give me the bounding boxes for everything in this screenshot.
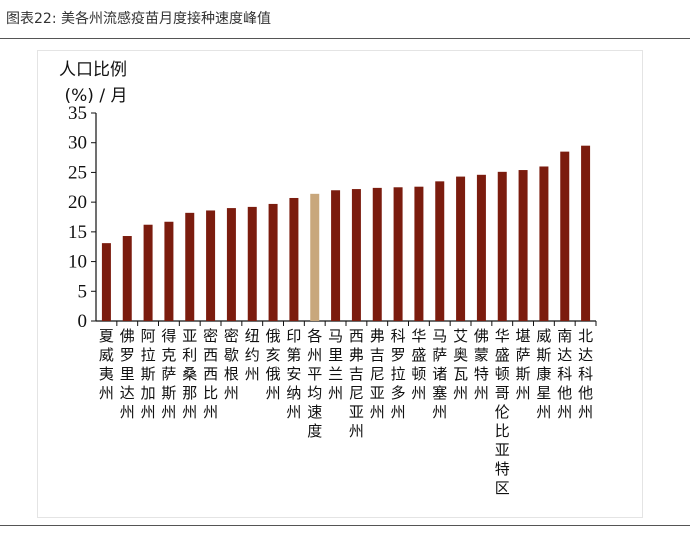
y-tick-label: 30	[68, 133, 87, 154]
y-tick-label: 35	[68, 103, 87, 124]
bar	[497, 171, 507, 321]
x-tick-label: 北达科他州	[578, 327, 593, 421]
figure-title: 图表22: 美各州流感疫苗月度接种速度峰值	[6, 11, 271, 27]
x-tick-label: 佛罗里达州	[120, 327, 135, 421]
x-tick-label: 夏威夷州	[99, 327, 114, 402]
x-tick-label: 马萨诸塞州	[432, 327, 447, 421]
x-tick-label: 各州平均速度	[307, 327, 322, 440]
x-tick-label: 马里兰州	[328, 327, 343, 402]
x-tick-label: 华盛顿州	[411, 327, 426, 402]
x-tick-label: 俄亥俄州	[266, 327, 281, 402]
x-tick-label: 南达科他州	[557, 327, 572, 421]
x-tick-label: 科罗拉多州	[391, 327, 406, 421]
y-tick-label: 10	[68, 252, 87, 273]
bar	[164, 221, 174, 321]
x-tick-label: 堪萨斯州	[516, 327, 531, 402]
bar	[560, 151, 570, 321]
bar	[456, 176, 466, 321]
x-tick-label: 密西西比州	[203, 327, 218, 421]
bar	[476, 174, 486, 321]
bar	[393, 187, 403, 321]
x-tick-label: 得克萨斯州	[161, 327, 176, 421]
x-tick-label: 艾奥瓦州	[453, 327, 468, 402]
bar	[435, 181, 445, 321]
x-tick-label: 阿拉斯加州	[141, 327, 156, 421]
x-tick-label: 印第安纳州	[286, 327, 301, 421]
x-tick-label: 西弗吉尼亚州	[349, 327, 364, 440]
bar	[372, 187, 382, 321]
y-tick-label: 15	[68, 222, 87, 243]
x-tick-label: 亚利桑那州	[182, 327, 197, 421]
bar	[247, 206, 257, 321]
x-tick-label: 威斯康星州	[536, 327, 551, 421]
bar	[581, 145, 591, 321]
y-tick-label: 5	[78, 281, 88, 302]
bar	[206, 210, 216, 321]
bar	[122, 236, 132, 321]
bar	[226, 208, 236, 321]
y-axis-label: 人口比例	[59, 60, 127, 80]
bar	[143, 224, 153, 321]
bottom-rule	[0, 525, 690, 526]
bar	[539, 166, 549, 321]
bar	[518, 170, 528, 321]
top-rule	[0, 38, 690, 39]
x-tick-label: 佛蒙特州	[474, 327, 489, 402]
y-axis-unit-label: (%) / 月	[65, 86, 128, 106]
bar	[331, 190, 341, 321]
x-tick-label: 纽约州	[245, 327, 260, 383]
bar	[185, 212, 195, 321]
x-tick-label: 密歇根州	[224, 327, 239, 402]
y-tick-label: 0	[78, 311, 88, 332]
bar	[351, 189, 361, 321]
bar	[289, 197, 299, 321]
bar-chart: 人口比例 (%) / 月 0 5 10 15 20 25 30 35 夏威夷州佛罗里达州阿拉斯加州得…	[59, 60, 597, 497]
bar-average	[310, 193, 320, 321]
chart-panel: 人口比例 (%) / 月 0 5 10 15 20 25 30 35 夏威夷州 佛罗里达州 阿拉斯加州得…	[37, 50, 643, 518]
bar	[101, 243, 111, 321]
bar	[414, 186, 424, 321]
bar	[268, 203, 278, 321]
x-tick-label: 弗吉尼亚州	[370, 327, 385, 421]
y-tick-label: 20	[68, 192, 87, 213]
y-tick-label: 25	[68, 162, 87, 183]
x-tick-label: 华盛顿哥伦比亚特区	[495, 327, 510, 497]
